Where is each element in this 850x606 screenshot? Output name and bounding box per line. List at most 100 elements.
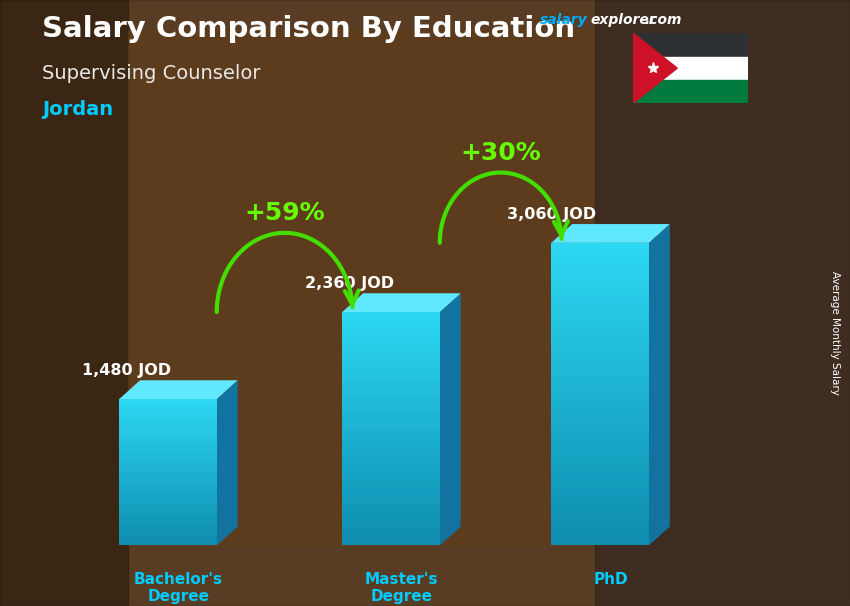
Bar [343, 409, 439, 413]
Bar [119, 536, 217, 538]
Bar [343, 479, 439, 483]
Bar [343, 359, 439, 362]
Bar [343, 538, 439, 542]
Bar [552, 253, 649, 258]
Bar [552, 470, 649, 475]
Bar [633, 80, 748, 103]
Bar [343, 441, 439, 444]
Bar [343, 433, 439, 436]
Bar [119, 467, 217, 470]
Bar [119, 414, 217, 416]
Text: 2,360 JOD: 2,360 JOD [304, 276, 394, 291]
Bar [343, 355, 439, 359]
Bar [552, 354, 649, 359]
Bar [552, 439, 649, 445]
Bar [343, 362, 439, 367]
Bar [343, 502, 439, 507]
Bar [552, 445, 649, 450]
Bar [119, 474, 217, 477]
Text: Salary Comparison By Education: Salary Comparison By Education [42, 15, 575, 43]
Bar [343, 328, 439, 331]
Bar [552, 541, 649, 545]
Bar [343, 483, 439, 487]
Bar [119, 497, 217, 499]
Text: PhD: PhD [593, 571, 628, 587]
Bar [552, 515, 649, 520]
Bar [343, 367, 439, 370]
Bar [552, 278, 649, 283]
Bar [119, 416, 217, 419]
Bar [552, 313, 649, 319]
Bar [119, 424, 217, 426]
Bar [552, 535, 649, 541]
Bar [343, 320, 439, 324]
Bar [343, 331, 439, 335]
Bar [552, 334, 649, 339]
Bar [119, 533, 217, 536]
Bar [343, 417, 439, 421]
Bar [119, 538, 217, 541]
Bar [552, 293, 649, 298]
Bar [119, 409, 217, 411]
Bar [119, 484, 217, 487]
Text: salary: salary [540, 13, 587, 27]
Bar [119, 443, 217, 445]
Bar [552, 500, 649, 505]
Bar [119, 514, 217, 516]
Bar [119, 450, 217, 453]
Bar [552, 495, 649, 500]
Bar [552, 384, 649, 389]
Bar [633, 33, 748, 56]
Text: Jordan: Jordan [42, 100, 114, 119]
Bar [343, 382, 439, 386]
Bar [119, 519, 217, 521]
Bar [119, 499, 217, 502]
Bar [552, 394, 649, 399]
Bar [552, 424, 649, 430]
Bar [119, 543, 217, 545]
Bar [343, 530, 439, 534]
Bar [343, 316, 439, 320]
Bar [343, 405, 439, 409]
Bar [552, 505, 649, 510]
Bar [119, 441, 217, 443]
Bar [119, 426, 217, 428]
Bar [343, 378, 439, 382]
Bar [343, 375, 439, 378]
Bar [119, 524, 217, 526]
Bar [343, 402, 439, 405]
Bar [343, 347, 439, 351]
Bar [0, 0, 128, 606]
Bar [343, 339, 439, 343]
Bar [119, 455, 217, 458]
Bar [552, 319, 649, 324]
Bar [552, 510, 649, 515]
Bar [343, 507, 439, 510]
Polygon shape [633, 33, 677, 103]
Bar [119, 479, 217, 482]
Bar [552, 419, 649, 424]
Bar [343, 351, 439, 355]
Bar [552, 374, 649, 379]
Bar [343, 425, 439, 428]
Bar [552, 369, 649, 374]
Bar [552, 480, 649, 485]
Bar [119, 438, 217, 441]
Polygon shape [649, 224, 670, 545]
Bar [552, 268, 649, 273]
Bar [343, 464, 439, 468]
Bar [552, 485, 649, 490]
Text: 3,060 JOD: 3,060 JOD [507, 207, 596, 222]
Bar [552, 430, 649, 435]
Bar [552, 359, 649, 364]
Bar [552, 263, 649, 268]
Bar [633, 56, 748, 80]
Bar [343, 456, 439, 460]
Bar [343, 413, 439, 417]
Bar [552, 304, 649, 308]
Bar [119, 431, 217, 433]
Polygon shape [552, 224, 670, 243]
Text: Master's
Degree: Master's Degree [365, 571, 439, 604]
Text: +59%: +59% [245, 201, 325, 225]
Bar [119, 462, 217, 465]
